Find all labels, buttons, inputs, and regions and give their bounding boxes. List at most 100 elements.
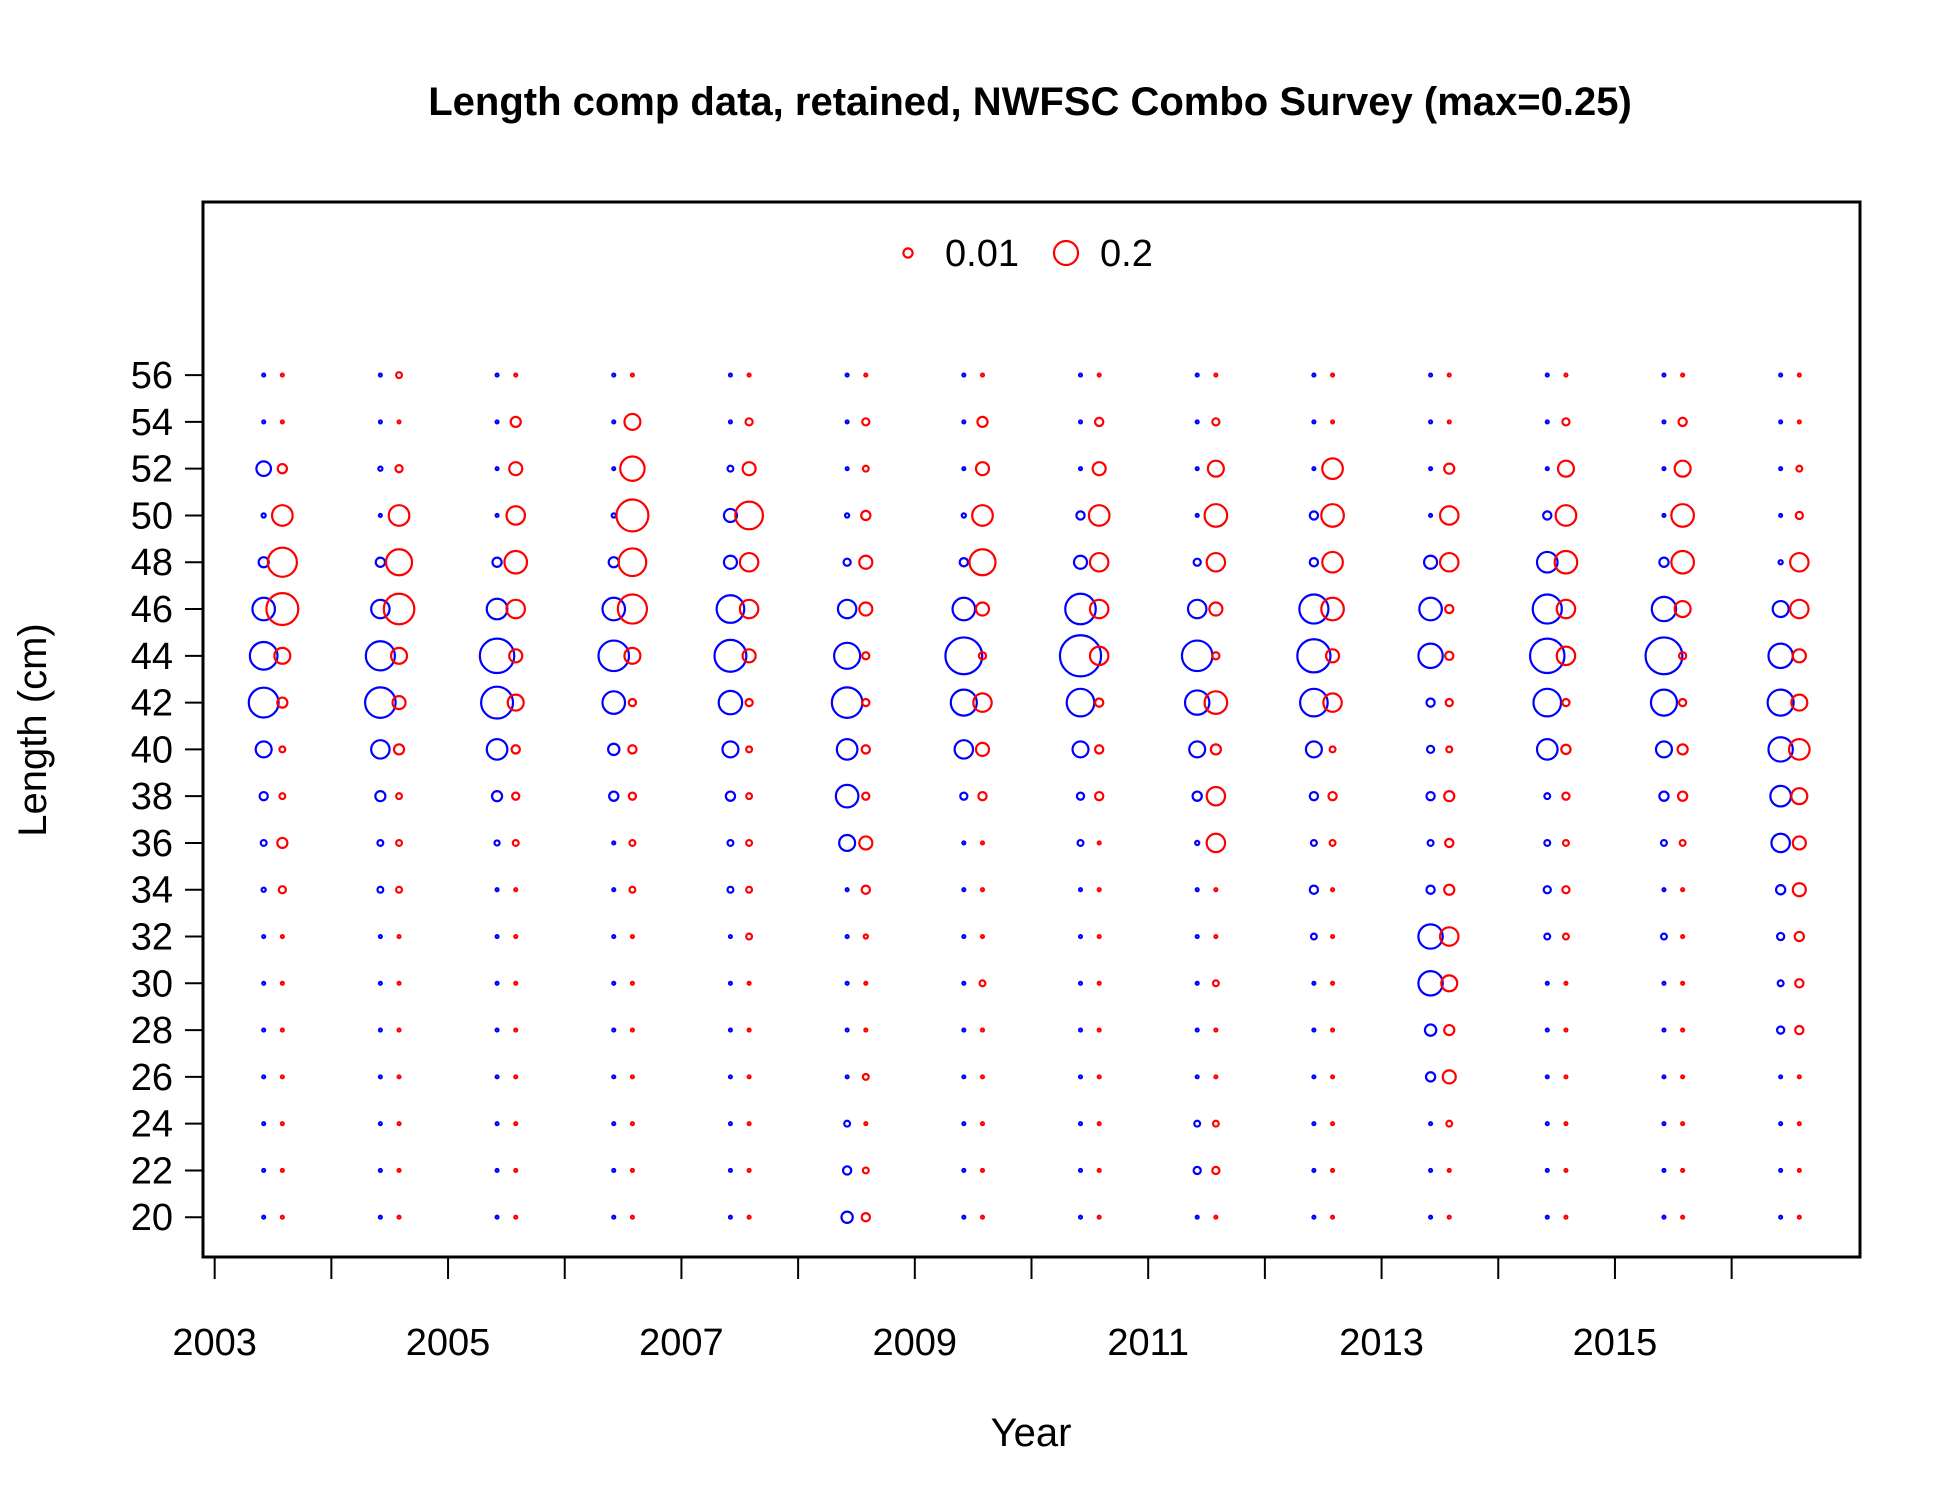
bubble-male-2014_5-48 xyxy=(1535,550,1559,574)
bubble-male-2011_5-42 xyxy=(1183,689,1211,716)
bubble-male-2015_5-30 xyxy=(1661,980,1667,986)
bubble-male-2011_5-48 xyxy=(1192,557,1202,567)
bubble-male-2005_5-36 xyxy=(493,839,501,847)
bubble-female-2010_5-22 xyxy=(1096,1167,1102,1174)
bubble-female-2016_5-28 xyxy=(1794,1024,1805,1036)
bubble-female-2014_5-34 xyxy=(1561,885,1571,895)
bubble-female-2006_5-46 xyxy=(616,593,649,625)
bubble-male-2015_5-26 xyxy=(1661,1074,1667,1080)
bubble-male-2015_5-52 xyxy=(1661,466,1667,472)
bubble-female-2010_5-46 xyxy=(1088,598,1110,620)
bubble-female-2003_5-38 xyxy=(278,792,287,801)
bubble-female-2016_5-56 xyxy=(1796,372,1802,378)
bubble-female-2010_5-34 xyxy=(1096,887,1102,893)
bubble-male-2014_5-22 xyxy=(1544,1167,1550,1174)
bubble-male-2011_5-52 xyxy=(1194,466,1200,472)
bubble-male-2006_5-26 xyxy=(611,1074,617,1080)
bubble-male-2009_5-36 xyxy=(961,840,967,846)
bubble-male-2015_5-36 xyxy=(1659,838,1668,847)
y-tick-label-36: 36 xyxy=(131,823,173,865)
bubble-male-2015_5-34 xyxy=(1661,887,1667,893)
bubble-female-2006_5-30 xyxy=(629,980,635,986)
bubble-male-2010_5-54 xyxy=(1077,419,1084,425)
bubble-female-2005_5-48 xyxy=(503,549,529,575)
bubble-female-2010_5-48 xyxy=(1088,551,1110,573)
bubble-male-2004_5-32 xyxy=(377,933,383,940)
bubble-male-2015_5-22 xyxy=(1661,1167,1667,1174)
bubble-female-2010_5-44 xyxy=(1088,645,1110,667)
bubble-female-2007_5-34 xyxy=(745,885,754,894)
bubble-male-2010_5-26 xyxy=(1077,1074,1084,1080)
bubble-male-2009_5-42 xyxy=(949,688,978,717)
bubble-male-2016_5-40 xyxy=(1767,736,1794,763)
x-tick-label-2015: 2015 xyxy=(1573,1322,1658,1364)
bubble-male-2014_5-42 xyxy=(1532,687,1563,718)
bubble-female-2007_5-36 xyxy=(745,838,754,847)
bubble-female-2011_5-30 xyxy=(1211,979,1220,988)
bubble-female-2010_5-24 xyxy=(1096,1121,1102,1127)
y-tick-label-48: 48 xyxy=(131,542,173,584)
bubble-male-2003_5-38 xyxy=(258,790,269,802)
bubble-male-2005_5-28 xyxy=(494,1027,500,1033)
bubble-male-2007_5-50 xyxy=(722,507,739,524)
bubble-male-2014_5-20 xyxy=(1544,1214,1550,1220)
bubble-male-2009_5-38 xyxy=(959,791,969,801)
bubble-female-2007_5-40 xyxy=(745,745,754,754)
bubble-male-2012_5-50 xyxy=(1308,510,1320,521)
y-tick-label-56: 56 xyxy=(131,355,173,397)
bubble-female-2015_5-34 xyxy=(1680,887,1686,893)
bubble-female-2011_5-48 xyxy=(1205,551,1227,573)
bubble-female-2005_5-44 xyxy=(508,648,524,664)
bubble-male-2003_5-42 xyxy=(247,686,280,719)
bubble-female-2015_5-28 xyxy=(1680,1027,1686,1033)
bubble-female-2006_5-42 xyxy=(627,697,638,708)
bubble-male-2011_5-38 xyxy=(1191,790,1203,802)
bubble-male-2014_5-30 xyxy=(1544,980,1550,986)
bubble-female-2015_5-36 xyxy=(1678,838,1687,847)
bubble-female-2014_5-54 xyxy=(1561,417,1571,427)
bubble-male-2006_5-38 xyxy=(608,790,620,802)
bubble-female-2010_5-28 xyxy=(1096,1027,1102,1033)
bubble-male-2006_5-32 xyxy=(611,933,617,940)
bubble-female-2005_5-54 xyxy=(509,415,522,429)
bubble-male-2007_5-38 xyxy=(724,790,737,802)
bubble-male-2008_5-56 xyxy=(844,372,850,378)
bubble-male-2004_5-42 xyxy=(364,686,397,719)
bubble-female-2008_5-50 xyxy=(860,509,872,522)
bubble-female-2004_5-20 xyxy=(396,1214,402,1220)
bubble-female-2007_5-54 xyxy=(744,417,754,427)
bubble-female-2004_5-30 xyxy=(396,980,402,986)
bubble-female-2013_5-50 xyxy=(1438,505,1460,526)
bubble-female-2009_5-46 xyxy=(974,601,991,617)
bubble-male-2013_5-40 xyxy=(1425,744,1436,755)
bubble-male-2008_5-50 xyxy=(843,512,851,519)
bubble-female-2003_5-50 xyxy=(270,504,294,527)
bubble-female-2003_5-22 xyxy=(279,1167,285,1174)
bubble-male-2012_5-34 xyxy=(1308,884,1320,895)
bubble-female-2011_5-22 xyxy=(1211,1165,1221,1176)
bubble-male-2012_5-40 xyxy=(1304,740,1323,759)
bubble-male-2014_5-46 xyxy=(1531,593,1563,625)
bubble-male-2012_5-52 xyxy=(1311,466,1317,472)
bubble-male-2012_5-20 xyxy=(1311,1214,1317,1220)
bubble-male-2005_5-38 xyxy=(490,790,504,803)
bubble-male-2016_5-44 xyxy=(1767,642,1794,670)
bubble-male-2013_5-42 xyxy=(1425,697,1436,708)
bubble-male-2016_5-52 xyxy=(1778,466,1784,472)
bubble-male-2007_5-42 xyxy=(717,689,744,716)
bubble-male-2011_5-24 xyxy=(1193,1119,1202,1128)
bubble-male-2003_5-54 xyxy=(261,419,267,425)
bubble-male-2004_5-44 xyxy=(364,640,397,672)
bubble-male-2013_5-46 xyxy=(1418,596,1443,622)
bubble-female-2005_5-42 xyxy=(506,693,525,712)
bubble-male-2016_5-48 xyxy=(1777,559,1784,566)
bubble-female-2008_5-54 xyxy=(861,417,871,427)
bubble-female-2009_5-54 xyxy=(976,415,989,429)
bubble-female-2014_5-42 xyxy=(1561,697,1571,708)
bubble-male-2005_5-50 xyxy=(494,512,500,519)
legend-symbol-0 xyxy=(902,247,914,259)
bubble-male-2005_5-40 xyxy=(485,737,509,761)
bubble-female-2006_5-24 xyxy=(629,1121,635,1127)
bubble-female-2011_5-32 xyxy=(1213,933,1219,940)
